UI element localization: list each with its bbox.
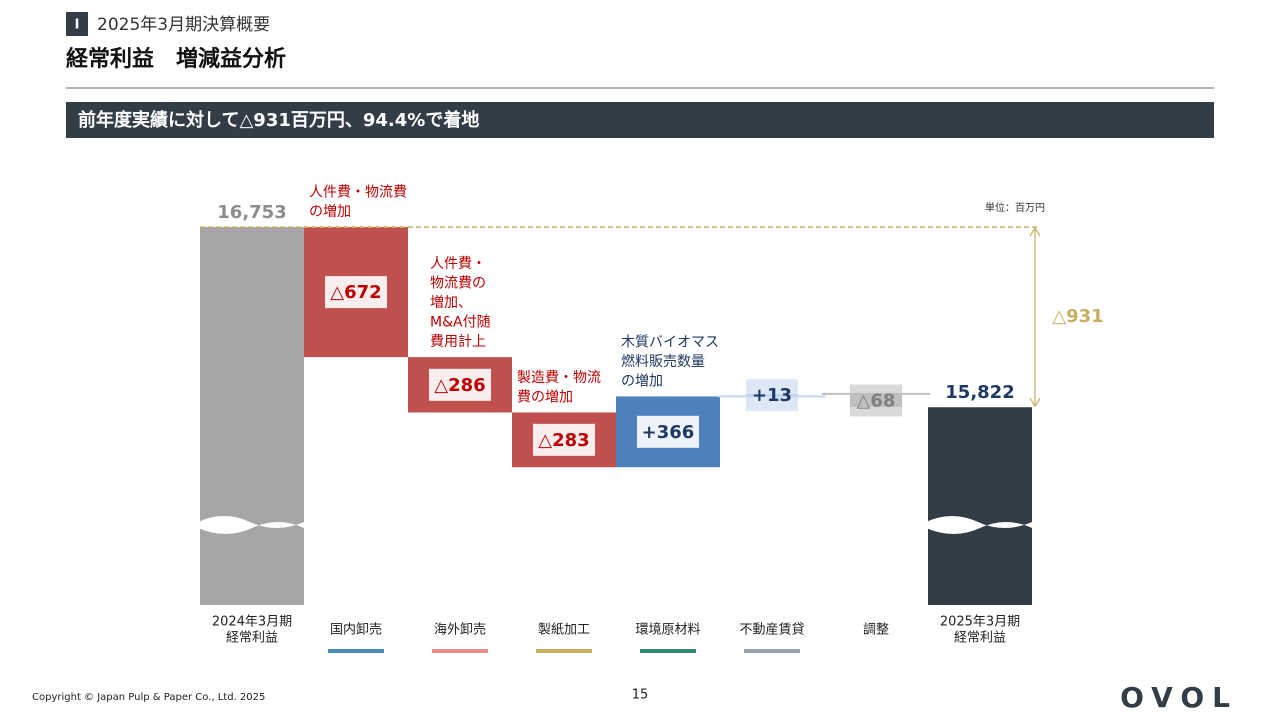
x-tick-label: 2025年3月期 — [940, 615, 1020, 630]
value-label-box — [746, 379, 798, 412]
section-badge — [66, 12, 88, 36]
annotation: 製造費・物流 — [517, 370, 601, 386]
page-number: 15 — [632, 688, 649, 703]
x-tick-label: 国内卸売 — [330, 622, 382, 638]
x-tick-label: 環境原材料 — [635, 623, 700, 638]
copyright: Copyright © Japan Pulp & Paper Co., Ltd.… — [32, 692, 265, 703]
annotation: 物流費の — [430, 276, 486, 292]
banner — [66, 102, 1214, 138]
value-label: 15,822 — [945, 382, 1014, 403]
x-tick-label: 2024年3月期 — [212, 615, 292, 630]
annotation: 費用計上 — [430, 334, 486, 350]
x-tick-label: 海外卸売 — [434, 622, 486, 638]
axis-break — [198, 516, 304, 534]
value-label: △68 — [857, 390, 896, 411]
x-tick-label: 調整 — [863, 623, 889, 638]
value-label: 16,753 — [217, 202, 286, 223]
value-label-box — [325, 276, 387, 309]
value-label-box — [429, 368, 491, 401]
value-label-box — [637, 415, 699, 448]
value-label-box — [850, 384, 902, 417]
banner-text: 前年度実績に対して△931百万円、94.4%で着地 — [78, 109, 479, 131]
slide-title: 経常利益 増減益分析 — [66, 46, 286, 72]
x-tick-label: 製紙加工 — [538, 623, 590, 638]
unit-label: 単位：百万円 — [985, 201, 1045, 214]
bar — [928, 407, 1032, 605]
annotation: 人件費・物流費 — [309, 185, 407, 201]
annotation: 燃料販売数量 — [621, 353, 705, 370]
x-tick-label: 不動産賃貸 — [739, 622, 804, 638]
difference-label: △931 — [1052, 306, 1103, 327]
x-tick-label: 経常利益 — [226, 631, 278, 646]
value-label: △672 — [330, 282, 381, 303]
logo: OVOL — [1120, 681, 1238, 714]
annotation: 増加、 — [430, 295, 472, 311]
annotation: 費の増加 — [517, 389, 573, 405]
annotation: 木質バイオマス — [621, 334, 719, 350]
annotation: 人件費・ — [430, 256, 486, 272]
section-title: 2025年3月期決算概要 — [97, 15, 270, 35]
value-label: △286 — [434, 375, 485, 396]
annotation: の増加 — [621, 373, 663, 389]
value-label-box — [533, 423, 595, 456]
waterfall-chart: 16,7532024年3月期経常利益△672人件費・物流費の増加国内卸売△286… — [198, 185, 1104, 653]
annotation: M&A付随 — [430, 315, 491, 331]
axis-break — [926, 516, 1032, 534]
arrow-head — [1029, 397, 1041, 408]
bar — [200, 227, 304, 606]
x-tick-label: 経常利益 — [954, 631, 1006, 646]
value-label: △283 — [538, 430, 589, 451]
annotation: の増加 — [309, 204, 351, 220]
arrow-head — [1029, 226, 1041, 237]
value-label: +13 — [752, 385, 792, 406]
value-label: +366 — [642, 422, 695, 443]
section-number: Ⅰ — [75, 18, 80, 33]
